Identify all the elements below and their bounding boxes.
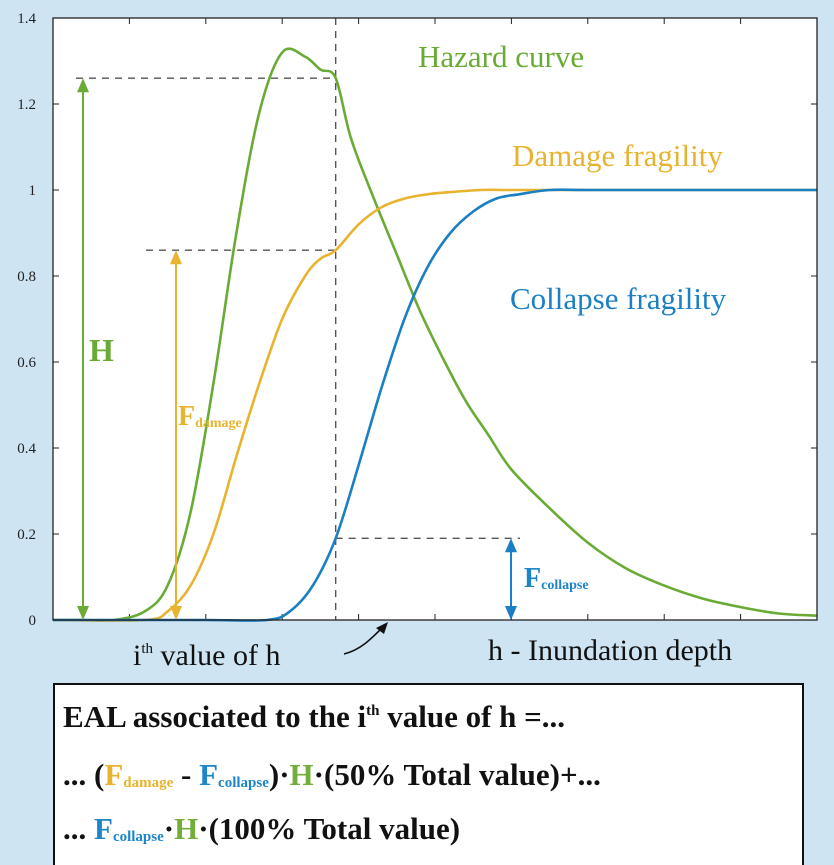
y-tick-label: 1 (29, 183, 37, 199)
formula-line-2: ... (Fdamage - Fcollapse)·H·(50% Total v… (63, 757, 601, 792)
y-tick-label: 0 (29, 613, 37, 629)
H-arrow-head-top (77, 78, 89, 93)
H-arrow-head-bottom (77, 606, 89, 620)
y-tick-label: 0.8 (17, 269, 36, 285)
y-tick-label: 1.2 (17, 97, 36, 113)
y-tick-label: 1.4 (17, 11, 36, 27)
annotation-F-damage: Fdamage (178, 401, 242, 432)
series-label-hazard: Hazard curve (418, 39, 584, 74)
chart: 0 0.2 0.4 0.6 0.8 1 1.2 1.4 Hazard curve Damage… (17, 11, 818, 672)
y-tick-label: 0.4 (17, 441, 36, 457)
y-tick-label: 0.2 (17, 527, 36, 543)
plot-area (53, 18, 817, 620)
F-collapse-arrow-head-top (505, 538, 517, 553)
formula-line-3: ... Fcollapse·H·(100% Total value) (63, 811, 461, 846)
x-marker-pointer-arrow (343, 627, 383, 655)
x-marker-label: ith value of h (133, 639, 280, 672)
formula-line-1: EAL associated to the ith value of h =..… (63, 699, 566, 734)
F-collapse-arrow-head-bottom (505, 606, 517, 620)
series-label-collapse: Collapse fragility (510, 281, 727, 316)
F-damage-arrow-head-top (170, 250, 182, 265)
hazard-curve-line (53, 47, 818, 622)
F-damage-arrow-head-bottom (170, 606, 182, 620)
y-tick-label: 0.6 (17, 355, 36, 371)
formula-box: EAL associated to the ith value of h =..… (53, 683, 804, 865)
plot-frame (52, 17, 818, 621)
annotation-F-collapse: Fcollapse (524, 563, 589, 594)
annotation-H: H (89, 332, 114, 368)
x-marker-pointer-arrowhead (376, 622, 388, 634)
series-label-damage: Damage fragility (512, 138, 723, 173)
x-axis-label: h - Inundation depth (488, 634, 732, 667)
